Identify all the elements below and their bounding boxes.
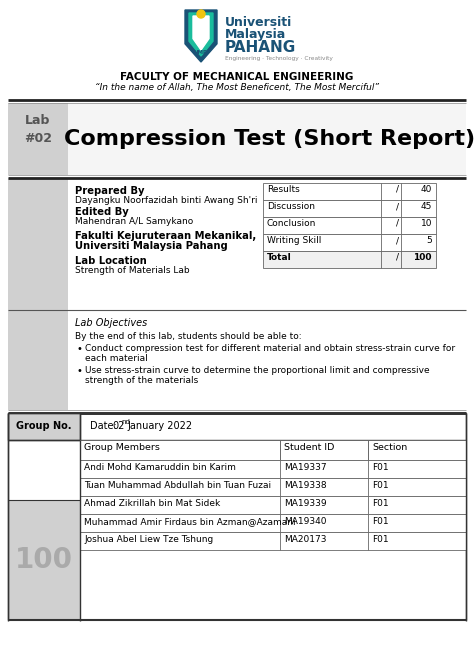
Bar	[8, 413, 80, 440]
Text: Use stress-strain curve to determine the proportional limit and compressive: Use stress-strain curve to determine the…	[85, 366, 429, 375]
Text: F01: F01	[372, 499, 389, 508]
Bar	[8, 178, 68, 310]
Text: /: /	[396, 219, 399, 228]
Text: Conclusion: Conclusion	[267, 219, 316, 228]
Bar	[263, 183, 436, 200]
Text: Discussion: Discussion	[267, 202, 315, 211]
Polygon shape	[189, 13, 213, 56]
Text: Lab Location: Lab Location	[75, 256, 147, 266]
Text: 45: 45	[420, 202, 432, 211]
Bar	[263, 217, 436, 234]
Text: Universiti: Universiti	[225, 16, 292, 29]
Text: Writing Skill: Writing Skill	[267, 236, 321, 245]
Text: Strength of Materials Lab: Strength of Materials Lab	[75, 266, 190, 275]
Bar	[0, 0, 474, 100]
Text: Group No.: Group No.	[16, 421, 72, 431]
Text: /: /	[396, 253, 399, 262]
Bar	[8, 550, 80, 620]
Text: By the end of this lab, students should be able to:: By the end of this lab, students should …	[75, 332, 301, 341]
Text: F01: F01	[372, 481, 389, 490]
Text: Dayangku Noorfazidah binti Awang Sh'ri: Dayangku Noorfazidah binti Awang Sh'ri	[75, 196, 257, 205]
Text: January 2022: January 2022	[127, 421, 192, 431]
Text: Student ID: Student ID	[284, 443, 334, 452]
Text: Compression Test (Short Report): Compression Test (Short Report)	[64, 129, 474, 149]
Text: Mahendran A/L Samykano: Mahendran A/L Samykano	[75, 217, 193, 226]
Text: Total: Total	[267, 253, 292, 262]
Text: “In the name of Allah, The Most Beneficent, The Most Merciful”: “In the name of Allah, The Most Benefice…	[95, 83, 379, 92]
Bar	[263, 234, 436, 251]
Text: each material: each material	[85, 354, 148, 363]
Text: 02: 02	[112, 421, 124, 431]
Text: MA19338: MA19338	[284, 481, 327, 490]
Text: F01: F01	[372, 517, 389, 526]
Text: Andi Mohd Kamaruddin bin Karim: Andi Mohd Kamaruddin bin Karim	[84, 463, 236, 472]
Text: Tuan Muhammad Abdullah bin Tuan Fuzai: Tuan Muhammad Abdullah bin Tuan Fuzai	[84, 481, 271, 490]
Text: MA19339: MA19339	[284, 499, 327, 508]
Text: F01: F01	[372, 463, 389, 472]
Text: Group Members: Group Members	[84, 443, 160, 452]
Text: 5: 5	[426, 236, 432, 245]
Text: 100: 100	[15, 546, 73, 574]
Bar	[263, 251, 436, 268]
Bar	[80, 478, 466, 496]
Text: 10: 10	[420, 219, 432, 228]
Text: /: /	[396, 236, 399, 245]
Bar	[8, 103, 466, 175]
Text: Conduct compression test for different material and obtain stress-strain curve f: Conduct compression test for different m…	[85, 344, 455, 353]
Bar	[263, 200, 436, 217]
Bar	[80, 496, 466, 514]
Text: •: •	[77, 344, 83, 354]
Text: F01: F01	[372, 535, 389, 544]
Text: Fakulti Kejuruteraan Mekanikal,: Fakulti Kejuruteraan Mekanikal,	[75, 231, 256, 241]
Text: Ahmad Zikrillah bin Mat Sidek: Ahmad Zikrillah bin Mat Sidek	[84, 499, 220, 508]
Text: Joshua Abel Liew Tze Tshung: Joshua Abel Liew Tze Tshung	[84, 535, 213, 544]
Bar	[80, 532, 466, 550]
Text: Malaysia: Malaysia	[225, 28, 286, 41]
Text: 40: 40	[420, 185, 432, 194]
Text: /: /	[396, 202, 399, 211]
Polygon shape	[185, 10, 217, 62]
Text: Results: Results	[267, 185, 300, 194]
Text: MA19340: MA19340	[284, 517, 327, 526]
Bar	[80, 440, 466, 460]
Text: Prepared By: Prepared By	[75, 186, 145, 196]
Text: Muhammad Amir Firdaus bin Azman@Azamani: Muhammad Amir Firdaus bin Azman@Azamani	[84, 517, 296, 526]
Text: Edited By: Edited By	[75, 207, 129, 217]
Bar	[80, 514, 466, 532]
Polygon shape	[193, 16, 209, 50]
Text: Date:: Date:	[90, 421, 117, 431]
Text: Lab Objectives: Lab Objectives	[75, 318, 147, 328]
Text: /: /	[396, 185, 399, 194]
Bar	[8, 500, 80, 620]
Text: UMP: UMP	[194, 50, 208, 54]
Text: nd: nd	[121, 419, 130, 425]
Bar	[8, 103, 68, 175]
Text: Engineering · Technology · Creativity: Engineering · Technology · Creativity	[225, 56, 333, 61]
Text: strength of the materials: strength of the materials	[85, 376, 198, 385]
Bar	[8, 310, 68, 410]
Bar	[80, 460, 466, 478]
Bar	[8, 440, 80, 500]
Text: Lab
#02: Lab #02	[24, 115, 52, 145]
Text: MA20173: MA20173	[284, 535, 327, 544]
Circle shape	[197, 10, 205, 18]
Text: MA19337: MA19337	[284, 463, 327, 472]
Text: FACULTY OF MECHANICAL ENGINEERING: FACULTY OF MECHANICAL ENGINEERING	[120, 72, 354, 82]
Text: Universiti Malaysia Pahang: Universiti Malaysia Pahang	[75, 241, 228, 251]
Text: Section: Section	[372, 443, 407, 452]
Text: 100: 100	[413, 253, 432, 262]
Text: •: •	[77, 366, 83, 376]
Text: PAHANG: PAHANG	[225, 40, 296, 55]
